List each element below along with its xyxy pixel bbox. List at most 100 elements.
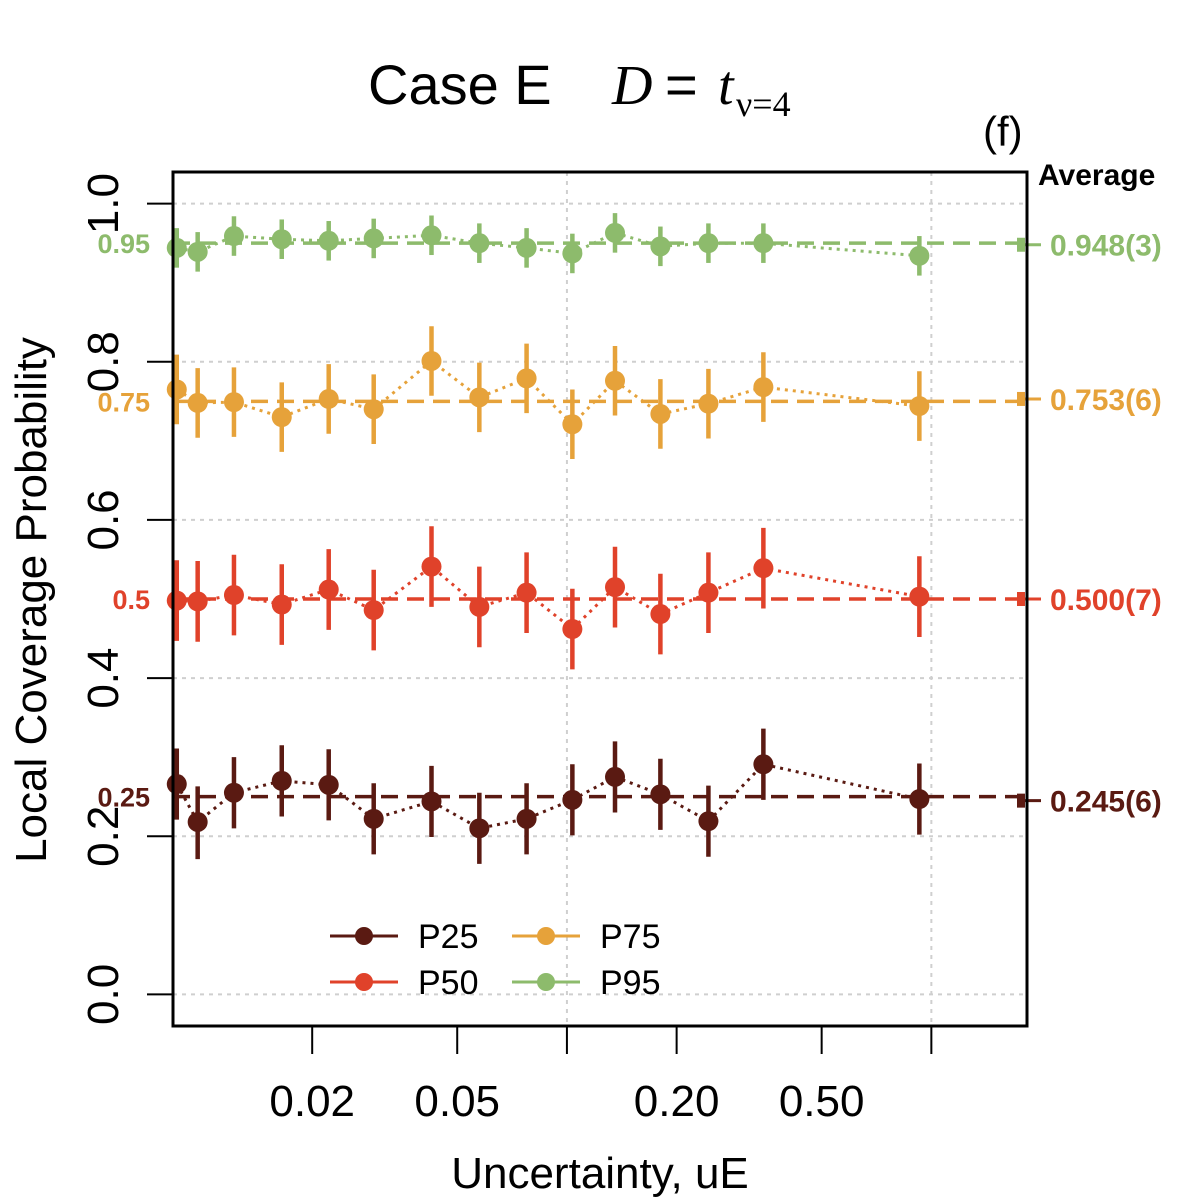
x-tick-label: 0.05 [414,1077,500,1126]
data-point [650,236,671,257]
data-point [698,393,719,414]
average-header: Average [1038,159,1155,192]
data-point [909,586,930,607]
data-point [318,388,339,409]
legend-item-p75: P75 [512,918,661,956]
data-point [909,245,930,266]
connector-p50 [176,564,920,631]
data-point [318,230,339,251]
y-tick-label: 0.8 [79,331,128,392]
data-point [698,582,719,603]
data-point [363,808,384,829]
legend-label: P25 [418,918,479,956]
data-point [166,774,187,795]
data-point [516,237,537,258]
y-axis-label: Local Coverage Probability [7,337,56,863]
legend-marker [537,973,555,991]
legend-label: P75 [600,918,661,956]
title-prefix: Case E [368,53,552,116]
data-point [187,591,208,612]
title-subscript: ν=4 [736,84,791,124]
data-point [753,377,774,398]
data-point [605,766,626,787]
axis-layer: 0.0 0.2 0.4 0.6 0.8 1.0 0.02 0.05 0.20 0.50 [79,173,933,1126]
data-point [698,811,719,832]
data-point [363,228,384,249]
data-point [223,226,244,247]
data-point [516,808,537,829]
average-label-p75: 0.753(6) [1050,384,1162,417]
data-point [469,233,490,254]
data-point [605,222,626,243]
data-point [421,350,442,371]
data-point [421,225,442,246]
data-point [562,619,583,640]
data-point [318,774,339,795]
legend-label: P95 [600,964,661,1002]
data-point [753,754,774,775]
data-point [698,233,719,254]
legend-marker [537,927,555,945]
panel-tag: (f) [983,108,1023,155]
data-point [271,229,292,250]
legend-marker [355,973,373,991]
data-point [271,594,292,615]
nominal-label-p25: 0.25 [97,783,150,813]
plot-frame [171,170,1029,1028]
title-distribution: t [718,55,735,117]
x-tick-label: 0.50 [779,1077,865,1126]
data-point [187,241,208,262]
data-point [605,370,626,391]
series-p50: 0.5 0.500(7) [112,526,1162,670]
legend-marker [355,927,373,945]
data-point [166,379,187,400]
data-point [421,556,442,577]
data-point [753,558,774,579]
connector-p75 [175,359,920,427]
legend-item-p25: P25 [330,918,479,956]
data-point [223,392,244,413]
connector-p25 [175,762,920,830]
data-point [469,387,490,408]
data-point [166,590,187,611]
average-label-p25: 0.245(6) [1050,786,1162,819]
average-label-p50: 0.500(7) [1050,584,1162,617]
y-tick-label: 0.6 [79,489,128,550]
data-point [469,596,490,617]
data-point [650,403,671,424]
nominal-label-p95: 0.95 [97,229,150,259]
data-point [363,399,384,420]
y-tick-label: 0.4 [79,647,128,708]
data-point [605,577,626,598]
series-p25: 0.25 0.245(6) [97,728,1162,864]
data-point [271,770,292,791]
data-point [166,237,187,258]
legend-label: P50 [418,964,479,1002]
legend: P25 P50 P75 P95 [330,918,661,1002]
data-point [469,818,490,839]
legend-item-p50: P50 [330,964,479,1002]
nominal-label-p75: 0.75 [97,387,150,417]
series-layer: 0.25 0.245(6)0.5 0.500(7)0.75 0.753(6)0.95 0… [97,213,1162,864]
title-equals: = [665,53,698,116]
nominal-label-p50: 0.5 [112,585,150,615]
data-point [421,791,442,812]
x-tick-label: 0.02 [269,1077,355,1126]
data-point [909,396,930,417]
series-p75: 0.75 0.753(6) [97,326,1162,460]
data-point [271,407,292,428]
y-tick-label: 0.0 [79,964,128,1025]
data-point [516,368,537,389]
data-point [650,604,671,625]
data-point [223,782,244,803]
series-p95: 0.95 0.948(3) [97,213,1162,276]
x-axis-label: Uncertainty, uE [451,1149,749,1198]
y-tick-label: 0.2 [79,806,128,867]
chart-title: Case E D = t ν=4 [368,53,791,124]
data-point [753,233,774,254]
data-point [516,582,537,603]
data-point [562,243,583,264]
data-point [650,784,671,805]
data-point [318,579,339,600]
